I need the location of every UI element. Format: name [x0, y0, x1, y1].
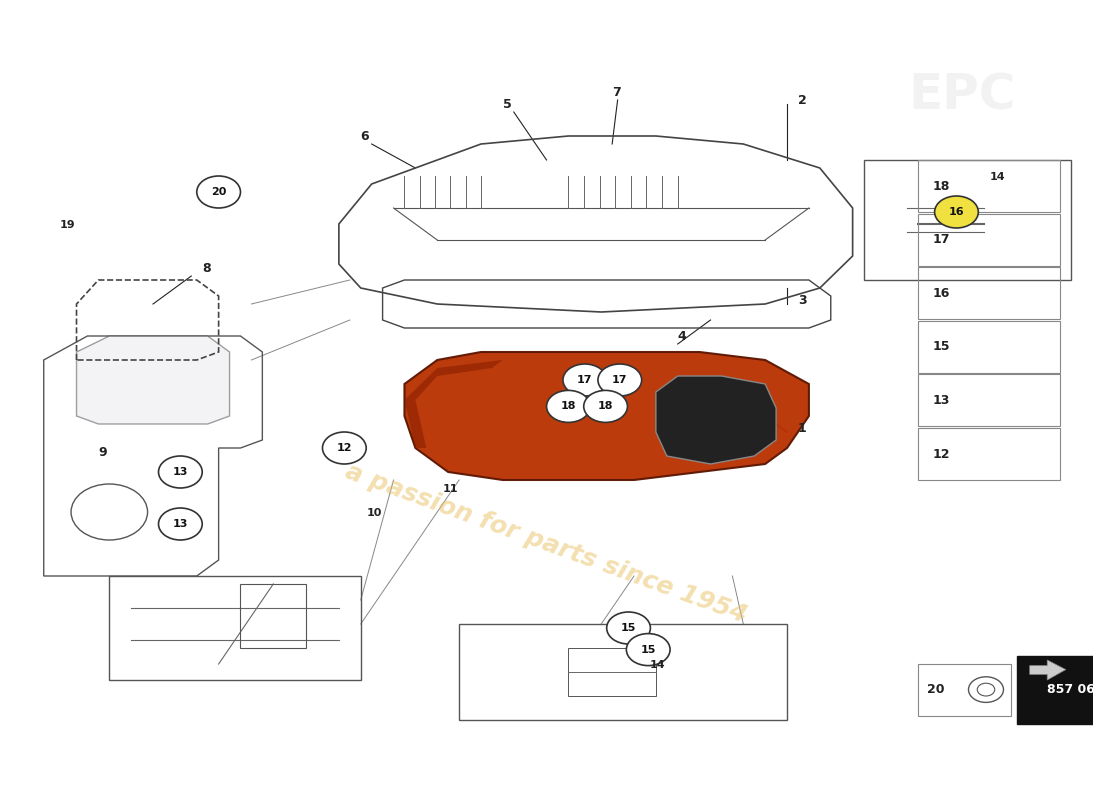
Text: 20: 20: [927, 683, 945, 696]
Text: 16: 16: [933, 286, 949, 300]
Text: 14: 14: [649, 660, 664, 670]
Circle shape: [607, 612, 650, 644]
Text: a passion for parts since 1954: a passion for parts since 1954: [342, 460, 750, 628]
Text: 6: 6: [361, 130, 370, 143]
Text: 12: 12: [933, 447, 950, 461]
Polygon shape: [405, 360, 503, 448]
Text: 5: 5: [503, 98, 512, 111]
Text: 857 06: 857 06: [1047, 683, 1096, 696]
Text: 18: 18: [933, 179, 949, 193]
Polygon shape: [405, 352, 808, 480]
Circle shape: [547, 390, 591, 422]
Bar: [918, 428, 1060, 480]
Circle shape: [935, 196, 978, 228]
Text: 19: 19: [60, 220, 76, 230]
Text: 3: 3: [798, 294, 806, 307]
Circle shape: [626, 634, 670, 666]
Text: 10: 10: [366, 508, 382, 518]
Text: 18: 18: [561, 402, 576, 411]
Text: 9: 9: [98, 446, 107, 459]
Text: 2: 2: [798, 94, 806, 107]
Bar: [241, 584, 306, 648]
Circle shape: [158, 508, 202, 540]
Bar: [1016, 656, 1100, 724]
Polygon shape: [77, 336, 230, 424]
Text: 13: 13: [933, 394, 949, 407]
Bar: [918, 267, 1060, 319]
Circle shape: [158, 456, 202, 488]
Circle shape: [322, 432, 366, 464]
Polygon shape: [656, 376, 777, 464]
Bar: [918, 160, 1060, 212]
Text: 15: 15: [620, 623, 636, 633]
Circle shape: [584, 390, 627, 422]
Text: 8: 8: [202, 262, 211, 275]
Text: 17: 17: [612, 375, 627, 385]
Text: 4: 4: [678, 330, 686, 343]
Text: 16: 16: [948, 207, 965, 217]
Text: 11: 11: [442, 484, 459, 494]
Polygon shape: [1030, 660, 1066, 680]
Text: 14: 14: [989, 172, 1005, 182]
Text: 12: 12: [337, 443, 352, 453]
Circle shape: [197, 176, 241, 208]
Text: 18: 18: [597, 402, 614, 411]
Text: 13: 13: [173, 467, 188, 477]
Bar: [918, 664, 1011, 716]
Bar: [918, 321, 1060, 373]
Text: 1: 1: [798, 422, 806, 435]
Text: 13: 13: [173, 519, 188, 529]
Text: 17: 17: [578, 375, 593, 385]
Text: 15: 15: [640, 645, 656, 654]
Text: 7: 7: [612, 86, 620, 99]
Bar: [569, 648, 656, 696]
Bar: [918, 214, 1060, 266]
Text: 20: 20: [211, 187, 227, 197]
Circle shape: [598, 364, 641, 396]
Text: 15: 15: [933, 340, 950, 354]
Circle shape: [563, 364, 607, 396]
Text: 17: 17: [933, 233, 950, 246]
Bar: [918, 374, 1060, 426]
Text: EPC: EPC: [909, 72, 1015, 120]
